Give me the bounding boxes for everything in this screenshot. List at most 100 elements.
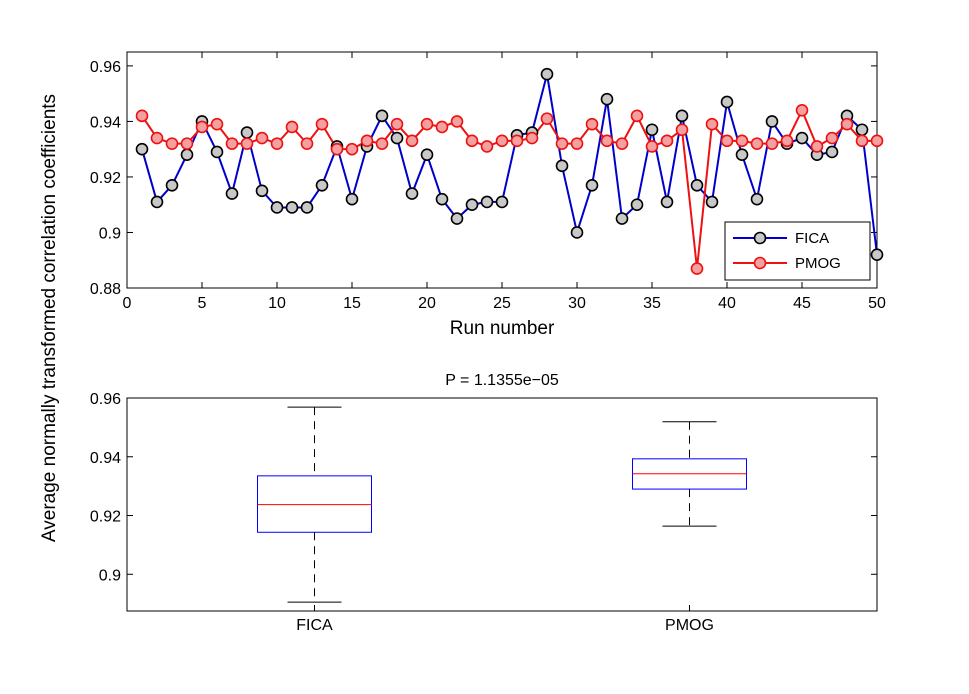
point-fica-15 [345,192,359,206]
top-y-ticks: 0.88 0.9 0.92 0.94 0.96 [90,59,877,298]
point-pmog-16 [360,134,374,148]
top-y-tick-label: 0.94 [90,114,121,131]
point-fica-12 [300,201,314,214]
point-pmog-14 [330,142,344,156]
top-x-tick-label: 25 [493,295,511,312]
point-fica-32 [600,92,614,106]
point-pmog-8 [240,137,254,150]
legend-pmog-label: PMOG [795,255,841,272]
top-x-tick-label: 10 [268,295,286,312]
top-x-tick-label: 5 [198,295,207,312]
top-x-tick-label: 40 [718,295,736,312]
point-fica-49 [855,123,869,137]
point-fica-35 [645,123,659,137]
point-pmog-7 [225,137,239,150]
top-y-tick-label: 0.96 [90,59,121,76]
point-fica-39 [705,195,719,209]
point-fica-4 [180,148,194,162]
point-pmog-42 [750,137,764,150]
top-x-tick-label: 20 [418,295,436,312]
legend: FICA PMOG [724,221,871,281]
point-fica-19 [405,187,419,200]
point-fica-9 [255,184,269,198]
point-pmog-23 [465,134,479,148]
legend-box [724,221,871,281]
point-fica-33 [615,212,629,225]
top-x-tick-label: 50 [868,295,886,312]
point-pmog-33 [615,137,629,150]
point-fica-29 [555,159,569,173]
point-fica-11 [285,201,299,214]
point-pmog-30 [570,137,584,150]
point-fica-21 [435,192,449,206]
point-pmog-47 [825,131,839,145]
top-series-group [135,67,884,275]
point-pmog-25 [495,134,509,148]
top-y-tick-label: 0.88 [90,281,121,298]
point-fica-7 [225,187,239,200]
bottom-y-tick-label: 0.96 [90,391,121,408]
point-fica-25 [495,195,509,209]
point-fica-24 [480,195,494,209]
point-fica-47 [825,145,839,159]
top-x-ticks: 0 5 10 15 20 25 30 35 40 45 50 [123,52,886,312]
top-x-tick-label: 35 [643,295,661,312]
point-pmog-50 [870,134,884,148]
point-pmog-49 [855,134,869,148]
point-pmog-38 [690,262,704,275]
point-pmog-5 [195,120,209,134]
point-pmog-45 [795,104,809,117]
point-pmog-29 [555,137,569,150]
point-fica-43 [765,115,779,128]
point-fica-50 [870,248,884,261]
point-pmog-39 [705,117,719,131]
run-line-chart: 0 5 10 15 20 25 30 35 40 45 50 0.88 0.9 0.92 0.94 0.96… [90,51,886,339]
point-pmog-4 [180,137,194,150]
point-pmog-48 [840,117,854,131]
point-fica-37 [675,109,689,123]
point-fica-31 [585,178,599,192]
legend-pmog-marker [753,256,767,270]
point-pmog-2 [150,131,164,145]
point-fica-40 [720,95,734,109]
point-fica-13 [315,178,329,192]
point-pmog-20 [420,117,434,131]
point-pmog-32 [600,134,614,148]
top-y-tick-label: 0.92 [90,170,121,187]
boxes-group [257,406,747,603]
point-pmog-6 [210,117,224,131]
point-fica-8 [240,126,254,139]
bottom-plot-area [126,397,878,612]
top-x-tick-label: 30 [568,295,586,312]
point-fica-45 [795,131,809,145]
point-fica-10 [270,201,284,214]
point-pmog-22 [450,115,464,128]
point-fica-34 [630,198,644,212]
top-x-tick-label: 45 [793,295,811,312]
point-pmog-36 [660,134,674,148]
point-fica-42 [750,192,764,206]
box-plot-chart: P = 1.1355e−05 0.9 0.92 0.94 0.96 FICA PMOG [90,372,878,634]
top-x-tick-label: 0 [123,295,132,312]
bottom-x-tick-label-fica: FICA [296,617,333,634]
point-pmog-3 [165,137,179,150]
point-pmog-9 [255,131,269,145]
bottom-y-tick-label: 0.92 [90,509,121,526]
point-pmog-34 [630,109,644,123]
point-pmog-46 [810,140,824,153]
point-pmog-44 [780,134,794,148]
top-x-axis-label: Run number [450,318,555,339]
point-fica-28 [540,67,554,81]
bottom-x-tick-label-pmog: PMOG [665,617,714,634]
point-fica-30 [570,226,584,239]
point-pmog-40 [720,134,734,148]
point-fica-6 [210,145,224,159]
point-fica-17 [375,109,389,123]
point-pmog-27 [525,131,539,145]
box-plot-title: P = 1.1355e−05 [445,372,559,389]
legend-fica-label: FICA [795,230,829,247]
box-fica [257,475,372,533]
point-pmog-11 [285,120,299,134]
point-pmog-37 [675,123,689,137]
